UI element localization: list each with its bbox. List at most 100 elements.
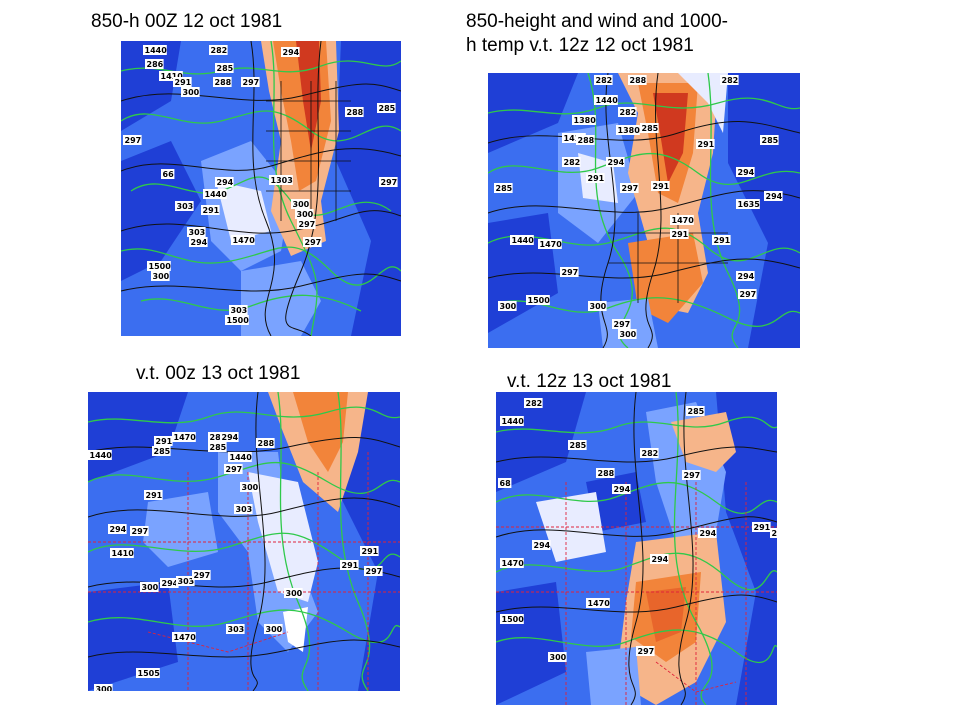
svg-text:1440: 1440 xyxy=(596,96,619,105)
svg-text:291: 291 xyxy=(362,547,379,556)
svg-text:294: 294 xyxy=(608,158,625,167)
station-value-label: 1470 xyxy=(670,215,694,225)
svg-text:1410: 1410 xyxy=(161,72,184,81)
svg-text:300: 300 xyxy=(620,330,637,339)
station-value-label: 294 xyxy=(612,484,631,494)
svg-text:282: 282 xyxy=(642,449,659,458)
station-value-label: 294 xyxy=(698,528,717,538)
station-value-label: 294 xyxy=(532,540,551,550)
svg-text:1470: 1470 xyxy=(174,633,197,642)
station-value-label: 294 xyxy=(220,432,239,442)
panel-3-caption: v.t. 00z 13 oct 1981 xyxy=(136,363,301,384)
svg-text:282: 282 xyxy=(620,108,637,117)
station-value-label: 1470 xyxy=(231,235,255,245)
svg-text:286: 286 xyxy=(147,60,164,69)
station-value-label: 294 xyxy=(281,47,300,57)
station-value-label: 1470 xyxy=(500,558,524,568)
svg-text:303: 303 xyxy=(189,228,206,237)
station-value-label: 300 xyxy=(618,329,637,339)
svg-text:1635: 1635 xyxy=(738,200,761,209)
station-value-label: 294 xyxy=(189,237,208,247)
svg-text:300: 300 xyxy=(142,583,159,592)
station-value-label: 297 xyxy=(303,237,322,247)
svg-text:297: 297 xyxy=(622,184,639,193)
svg-text:297: 297 xyxy=(740,290,757,299)
station-value-label: 1470 xyxy=(172,632,196,642)
station-value-label: 300 xyxy=(548,652,567,662)
station-value-label: 294 xyxy=(650,554,669,564)
station-value-label: 291 xyxy=(201,205,220,215)
svg-text:297: 297 xyxy=(243,78,260,87)
svg-text:1440: 1440 xyxy=(230,453,253,462)
svg-text:303: 303 xyxy=(177,202,194,211)
station-value-label: 1500 xyxy=(225,315,249,325)
station-value-label: 1500 xyxy=(500,614,524,624)
svg-text:297: 297 xyxy=(684,471,701,480)
svg-text:291: 291 xyxy=(203,206,220,215)
svg-text:1470: 1470 xyxy=(233,236,256,245)
station-value-label: 1380 xyxy=(616,125,640,135)
station-value-label: 1500 xyxy=(526,295,550,305)
svg-text:68: 68 xyxy=(500,479,512,488)
svg-text:282: 282 xyxy=(722,76,739,85)
station-value-label: 1470 xyxy=(586,598,610,608)
station-value-label: 1410 xyxy=(159,71,183,81)
svg-text:294: 294 xyxy=(738,272,755,281)
station-value-label: 285 xyxy=(215,63,234,73)
panel-2-caption: 850-height and wind and 1000- h temp v.t… xyxy=(466,11,728,56)
station-value-label: 1440 xyxy=(88,450,112,460)
svg-text:294: 294 xyxy=(652,555,669,564)
svg-text:288: 288 xyxy=(347,108,364,117)
station-value-label: 288 xyxy=(345,107,364,117)
svg-text:282: 282 xyxy=(596,76,613,85)
station-value-label: 291 xyxy=(360,546,379,556)
svg-text:303: 303 xyxy=(231,306,248,315)
station-value-label: 285 xyxy=(494,183,513,193)
station-value-label: 1470 xyxy=(172,432,196,442)
station-value-label: 291 xyxy=(670,229,689,239)
station-value-label: 1505 xyxy=(136,668,160,678)
station-value-label: 291 xyxy=(340,560,359,570)
svg-text:300: 300 xyxy=(96,685,113,691)
station-value-label: 303 xyxy=(187,227,206,237)
svg-text:291: 291 xyxy=(754,523,771,532)
station-value-label: 286 xyxy=(145,59,164,69)
svg-text:1500: 1500 xyxy=(149,262,172,271)
station-value-label: 297 xyxy=(636,646,655,656)
station-value-label: 300 xyxy=(181,87,200,97)
station-value-label: 294 xyxy=(736,167,755,177)
station-value-label: 288 xyxy=(596,468,615,478)
station-value-label: 291 xyxy=(770,528,777,538)
station-value-label: 291 xyxy=(712,235,731,245)
svg-text:297: 297 xyxy=(194,571,211,580)
svg-text:300: 300 xyxy=(500,302,517,311)
station-value-label: 291 xyxy=(752,522,771,532)
station-value-label: 285 xyxy=(686,406,705,416)
station-value-label: 1410 xyxy=(110,548,134,558)
svg-text:1470: 1470 xyxy=(588,599,611,608)
map-panel-850h-00z-13oct: 1440 291 285 1470 288 285 294 288 1440 297 291 300 3… xyxy=(88,392,400,691)
svg-text:300: 300 xyxy=(297,210,314,219)
station-value-label: 300 xyxy=(140,582,159,592)
station-value-label: 294 xyxy=(108,524,127,534)
svg-text:294: 294 xyxy=(191,238,208,247)
svg-text:1470: 1470 xyxy=(540,240,563,249)
station-value-label: 1440 xyxy=(143,45,167,55)
svg-text:291: 291 xyxy=(672,230,689,239)
svg-text:297: 297 xyxy=(366,567,383,576)
station-value-label: 294 xyxy=(160,578,179,588)
station-value-label: 285 xyxy=(208,442,227,452)
station-value-label: 300 xyxy=(94,684,113,691)
svg-text:300: 300 xyxy=(590,302,607,311)
station-value-label: 285 xyxy=(377,103,396,113)
svg-text:291: 291 xyxy=(175,78,192,87)
station-value-label: 291 xyxy=(144,490,163,500)
station-value-label: 1440 xyxy=(500,416,524,426)
svg-text:291: 291 xyxy=(653,182,670,191)
svg-text:291: 291 xyxy=(342,561,359,570)
svg-text:1470: 1470 xyxy=(672,216,695,225)
svg-text:1440: 1440 xyxy=(512,236,535,245)
svg-text:1500: 1500 xyxy=(502,615,525,624)
panel-1-caption: 850-h 00Z 12 oct 1981 xyxy=(91,11,283,32)
